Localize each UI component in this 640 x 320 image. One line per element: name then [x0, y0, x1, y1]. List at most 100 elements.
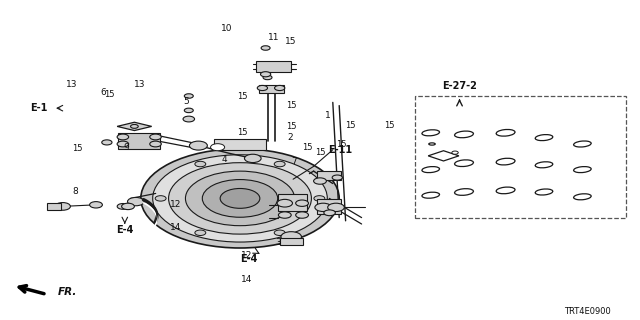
Ellipse shape: [535, 135, 553, 140]
Circle shape: [244, 154, 261, 163]
Ellipse shape: [454, 131, 474, 138]
Text: E-11: E-11: [328, 145, 353, 155]
Text: 12: 12: [241, 252, 252, 260]
Circle shape: [153, 155, 327, 242]
Text: 15: 15: [237, 128, 247, 137]
Text: 5: 5: [184, 97, 189, 106]
Ellipse shape: [573, 194, 591, 200]
Circle shape: [277, 199, 292, 207]
Text: E-1: E-1: [29, 103, 47, 113]
Circle shape: [55, 203, 70, 210]
Text: 15: 15: [286, 101, 296, 110]
Ellipse shape: [573, 141, 591, 147]
Polygon shape: [428, 151, 459, 161]
Text: 11: 11: [268, 33, 280, 42]
Circle shape: [131, 124, 138, 128]
Circle shape: [202, 180, 278, 217]
Circle shape: [452, 151, 458, 154]
Text: 13: 13: [66, 80, 77, 89]
Circle shape: [195, 230, 206, 236]
Text: TRT4E0900: TRT4E0900: [564, 308, 611, 316]
Circle shape: [220, 188, 260, 208]
Polygon shape: [117, 122, 152, 131]
Circle shape: [90, 202, 102, 208]
Text: E-4: E-4: [116, 225, 134, 235]
Circle shape: [184, 108, 193, 113]
Circle shape: [274, 230, 285, 236]
Circle shape: [122, 203, 134, 210]
Ellipse shape: [422, 167, 440, 172]
Bar: [280, 238, 303, 245]
Circle shape: [324, 210, 335, 216]
Bar: [415, 96, 626, 218]
Circle shape: [150, 141, 161, 147]
Circle shape: [281, 232, 301, 242]
Text: 15: 15: [285, 37, 297, 46]
Circle shape: [296, 200, 308, 206]
Text: 15: 15: [104, 90, 115, 99]
Circle shape: [211, 144, 225, 151]
Ellipse shape: [422, 192, 440, 198]
Text: 2: 2: [287, 133, 292, 142]
Text: 15: 15: [286, 122, 296, 131]
Circle shape: [278, 212, 291, 218]
Text: FR.: FR.: [58, 287, 77, 297]
Text: 9: 9: [124, 143, 129, 152]
Ellipse shape: [422, 130, 440, 136]
Bar: [259, 85, 284, 93]
Ellipse shape: [429, 143, 435, 145]
Ellipse shape: [496, 130, 515, 136]
Text: 15: 15: [315, 148, 325, 157]
Text: E-4: E-4: [239, 254, 257, 264]
Text: 13: 13: [134, 80, 145, 89]
Text: 1: 1: [326, 111, 331, 120]
Circle shape: [332, 175, 342, 180]
Ellipse shape: [535, 162, 553, 168]
Text: 6: 6: [101, 88, 106, 97]
Circle shape: [186, 171, 294, 226]
Text: 14: 14: [241, 275, 252, 284]
Ellipse shape: [496, 158, 515, 165]
Bar: [256, 61, 291, 72]
Text: 12: 12: [170, 200, 182, 209]
Ellipse shape: [535, 189, 553, 195]
Circle shape: [127, 197, 144, 206]
Circle shape: [315, 203, 332, 212]
Circle shape: [314, 196, 325, 201]
Ellipse shape: [454, 160, 474, 166]
Text: 15: 15: [346, 121, 356, 130]
Text: 15: 15: [237, 92, 247, 100]
Circle shape: [102, 140, 112, 145]
Bar: [278, 194, 307, 211]
Circle shape: [328, 203, 344, 212]
Circle shape: [117, 134, 129, 140]
Circle shape: [195, 161, 206, 167]
Circle shape: [261, 46, 270, 50]
Circle shape: [184, 94, 193, 98]
Circle shape: [189, 141, 207, 150]
Text: 3: 3: [276, 238, 281, 247]
Circle shape: [150, 134, 161, 140]
Text: E-27-2: E-27-2: [442, 81, 477, 92]
Bar: [317, 171, 341, 180]
Circle shape: [168, 163, 312, 234]
Bar: [317, 199, 341, 214]
Text: 15: 15: [336, 140, 346, 149]
Circle shape: [263, 68, 272, 72]
Text: 7: 7: [292, 157, 297, 166]
Bar: [47, 203, 61, 210]
Text: 15: 15: [384, 121, 394, 130]
Circle shape: [263, 75, 272, 80]
Ellipse shape: [496, 187, 515, 194]
Circle shape: [141, 149, 339, 248]
Circle shape: [274, 161, 285, 167]
Circle shape: [260, 72, 271, 77]
Text: 8: 8: [73, 188, 78, 196]
Circle shape: [275, 85, 285, 91]
Text: 15: 15: [302, 143, 312, 152]
Ellipse shape: [454, 189, 474, 195]
Bar: [214, 139, 266, 150]
Text: 15: 15: [72, 144, 83, 153]
Circle shape: [155, 196, 166, 201]
Bar: [118, 133, 160, 149]
